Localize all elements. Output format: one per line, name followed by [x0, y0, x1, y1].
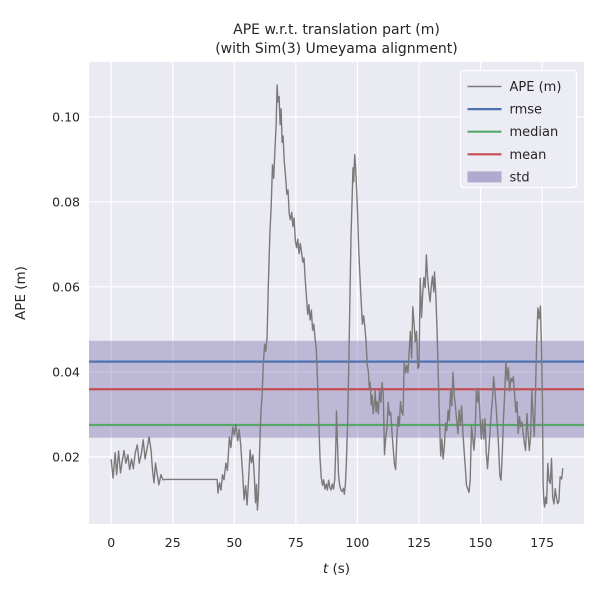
tick-labels-layer: 0 25 50 75 100 125 150 175 0.02 0.04 0.06 0.08 0.10: [52, 109, 554, 550]
x-tick-label: 150: [469, 535, 493, 550]
x-tick-label: 25: [165, 535, 181, 550]
y-tick-label: 0.08: [52, 194, 80, 209]
y-tick-label: 0.02: [52, 449, 80, 464]
x-tick-label: 175: [530, 535, 554, 550]
legend-label-std: std: [510, 170, 530, 185]
legend-label-rmse: rmse: [510, 103, 543, 118]
legend-label-median: median: [510, 125, 559, 140]
x-tick-label: 100: [346, 535, 370, 550]
ape-curve: [110, 84, 564, 511]
x-axis-label-unit: (s): [328, 561, 350, 577]
chart-subtitle: (with Sim(3) Umeyama alignment): [215, 41, 458, 57]
x-tick-label: 125: [407, 535, 431, 550]
x-tick-label: 50: [226, 535, 242, 550]
y-tick-label: 0.04: [52, 364, 80, 379]
y-tick-label: 0.06: [52, 279, 80, 294]
legend-sample-std: [467, 171, 502, 183]
x-tick-label: 0: [107, 535, 115, 550]
x-axis-label: t (s): [323, 561, 350, 577]
legend-label-mean: mean: [510, 148, 547, 163]
legend: APE (m) rmse median mean std: [459, 69, 578, 189]
x-axis-label-variable: t: [323, 561, 329, 577]
x-tick-label: 75: [288, 535, 304, 550]
series-layer: [110, 84, 564, 511]
y-axis-label: APE (m): [13, 266, 29, 320]
chart-title: APE w.r.t. translation part (m): [233, 22, 440, 38]
legend-frame: [459, 69, 578, 189]
y-tick-label: 0.10: [52, 109, 80, 124]
legend-label-apem: APE (m): [510, 80, 562, 95]
